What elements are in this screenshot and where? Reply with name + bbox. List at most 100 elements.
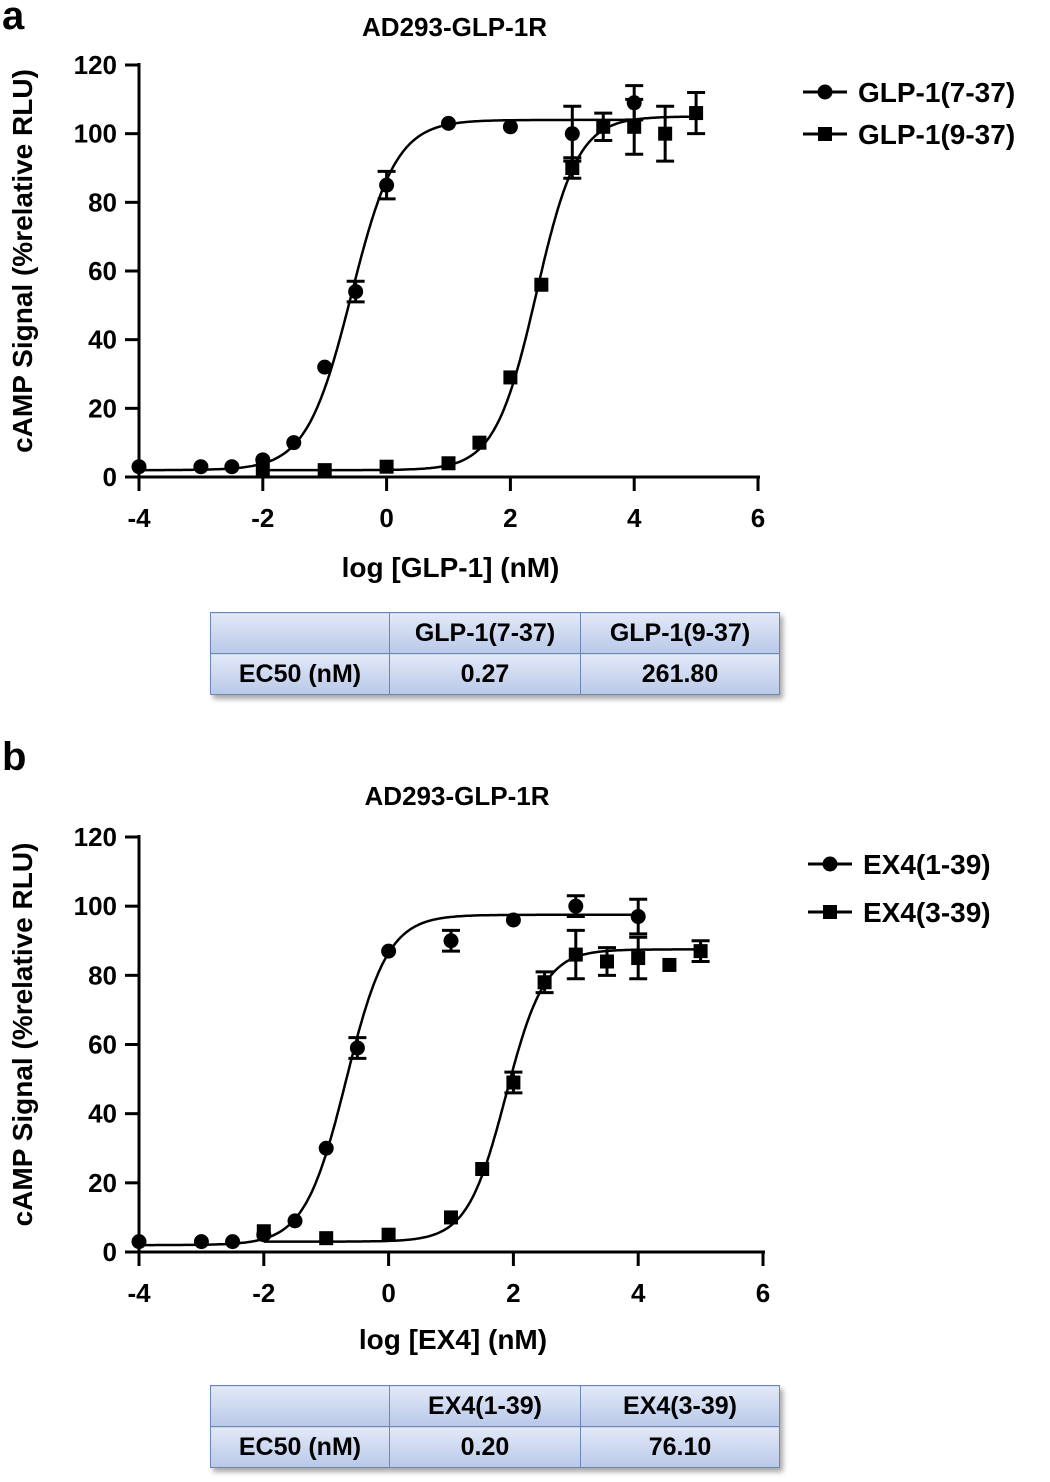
y-tick-label: 60: [88, 256, 117, 286]
chart-title: AD293-GLP-1R: [362, 12, 547, 42]
table-row-label: EC50 (nM): [210, 1426, 390, 1468]
data-point-circle: [505, 912, 521, 928]
data-point-square: [534, 277, 549, 292]
data-point-square: [503, 370, 518, 385]
x-tick-label: 2: [503, 503, 517, 533]
y-tick-label: 100: [74, 891, 117, 921]
table-cell: 0.27: [389, 653, 581, 695]
data-point-square: [317, 463, 332, 478]
y-tick-label: 40: [88, 1099, 117, 1129]
data-point-circle: [193, 459, 209, 475]
data-point-circle: [318, 1140, 334, 1156]
x-tick-label: -4: [127, 1278, 151, 1308]
data-point-square: [379, 459, 394, 474]
data-point-square: [319, 1231, 334, 1246]
data-point-square: [475, 1162, 490, 1176]
data-point-square: [600, 954, 614, 969]
x-axis-label: log [EX4] (nM): [359, 1324, 547, 1355]
data-point-circle: [381, 943, 397, 959]
data-point-square: [506, 1075, 521, 1090]
x-tick-label: 0: [379, 503, 393, 533]
data-point-square: [662, 957, 677, 972]
y-tick-label: 80: [88, 187, 117, 217]
y-tick-label: 0: [103, 462, 117, 492]
ec50-table-b: EX4(1-39) EX4(3-39) EC50 (nM) 0.20 76.10: [210, 1385, 780, 1468]
data-point-square: [689, 106, 704, 121]
data-point-square: [658, 126, 673, 141]
legend-marker-circle: [822, 856, 838, 872]
data-point-square: [568, 947, 583, 962]
series-square: [256, 928, 710, 1246]
chart-title: AD293-GLP-1R: [365, 781, 550, 811]
table-header-cell: GLP-1(7-37): [389, 612, 581, 654]
y-axis-label: cAMP Signal (%relative RLU): [7, 843, 38, 1227]
y-axis-label: cAMP Signal (%relative RLU): [7, 69, 38, 453]
series-circle: [131, 84, 644, 475]
x-tick-label: 2: [506, 1278, 520, 1308]
data-point-square: [444, 1210, 458, 1225]
table-header-cell: EX4(1-39): [389, 1385, 581, 1427]
legend-marker-square: [823, 905, 837, 919]
table-cell: 76.10: [580, 1426, 780, 1468]
x-tick-label: -4: [127, 503, 151, 533]
data-point-square: [631, 951, 646, 966]
y-tick-label: 100: [74, 119, 117, 149]
x-tick-label: -2: [252, 1278, 275, 1308]
table-header-row: GLP-1(7-37) GLP-1(9-37): [210, 612, 780, 654]
x-tick-label: 6: [756, 1278, 770, 1308]
table-cell: 0.20: [389, 1426, 581, 1468]
data-point-circle: [630, 909, 646, 925]
data-point-circle: [564, 126, 580, 142]
data-point-square: [596, 119, 611, 134]
table-corner-cell: [210, 1385, 390, 1427]
panel-letter: a: [2, 0, 25, 38]
data-point-circle: [286, 435, 302, 451]
data-point-square: [256, 1224, 271, 1239]
data-point-circle: [441, 115, 456, 131]
x-tick-label: 0: [381, 1278, 395, 1308]
data-point-circle: [379, 177, 395, 193]
data-point-square: [441, 456, 456, 471]
data-point-circle: [317, 359, 333, 375]
dose-response-chart-a: AD293-GLP-1R 0 20 40 60 80 100 120 -4 -2 0 2 4 6 log […: [7, 12, 1015, 583]
data-point-circle: [131, 1234, 147, 1250]
series-square: [255, 90, 706, 478]
table-header-row: EX4(1-39) EX4(3-39): [210, 1385, 780, 1427]
data-point-circle: [131, 459, 147, 475]
data-point-circle: [349, 1040, 365, 1056]
y-tick-label: 60: [88, 1030, 117, 1060]
table-row: EC50 (nM) 0.27 261.80: [210, 653, 780, 695]
legend-label: GLP-1(9-37): [858, 119, 1015, 150]
y-tick-label: 120: [74, 50, 117, 80]
panel-a: a AD293-GLP-1R 0 20 40 60 80 100 120 -4 -2 0 2 4 6 log…: [2, 0, 1015, 695]
legend-marker-circle: [817, 84, 833, 100]
panel-b: b AD293-GLP-1R 0 20 40 60 80 100 120 -4 -2 0 2 4 6 log…: [0, 735, 1050, 1482]
data-point-square: [255, 463, 270, 478]
legend-label: GLP-1(7-37): [858, 77, 1015, 108]
legend-marker-square: [818, 127, 832, 141]
y-tick-label: 20: [88, 393, 117, 423]
x-tick-label: -2: [251, 503, 274, 533]
y-tick-label: 40: [88, 325, 117, 355]
fit-curve: [262, 115, 697, 472]
data-point-square: [627, 119, 642, 134]
legend-label: EX4(3-39): [863, 897, 991, 928]
fit-curve: [263, 948, 701, 1243]
y-tick-label: 120: [74, 822, 117, 852]
table-row: EC50 (nM) 0.20 76.10: [210, 1426, 780, 1468]
ec50-table-a: GLP-1(7-37) GLP-1(9-37) EC50 (nM) 0.27 2…: [210, 612, 780, 695]
x-tick-label: 4: [631, 1278, 646, 1308]
data-point-circle: [287, 1213, 303, 1229]
x-axis-label: log [GLP-1] (nM): [342, 552, 560, 583]
dose-response-chart-b: AD293-GLP-1R 0 20 40 60 80 100 120 -4 -2 0 2 4 6 log […: [7, 781, 991, 1355]
data-point-circle: [224, 459, 240, 475]
y-tick-label: 0: [103, 1237, 117, 1267]
data-point-square: [381, 1227, 396, 1242]
panel-letter: b: [2, 735, 27, 779]
table-row-label: EC50 (nM): [210, 653, 390, 695]
data-point-circle: [193, 1234, 209, 1250]
data-point-square: [472, 435, 487, 450]
y-tick-label: 20: [88, 1168, 117, 1198]
data-point-square: [693, 944, 708, 959]
table-corner-cell: [210, 612, 390, 654]
